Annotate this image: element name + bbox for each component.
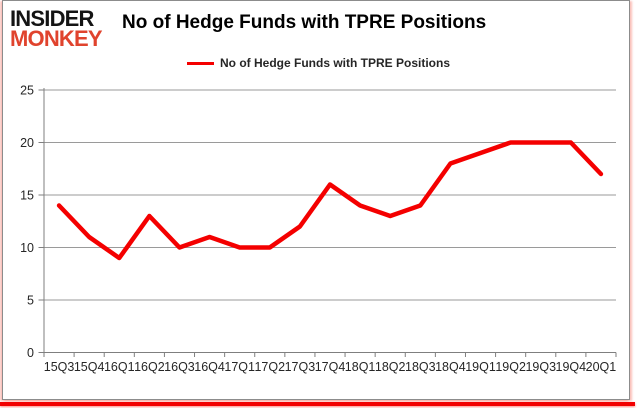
svg-text:17Q2: 17Q2 (254, 360, 285, 374)
svg-text:19Q4: 19Q4 (556, 360, 587, 374)
svg-text:25: 25 (20, 84, 34, 98)
svg-text:0: 0 (27, 346, 34, 360)
svg-text:17Q1: 17Q1 (224, 360, 255, 374)
svg-text:17Q4: 17Q4 (315, 360, 346, 374)
svg-text:18Q2: 18Q2 (375, 360, 406, 374)
svg-text:18Q1: 18Q1 (345, 360, 376, 374)
svg-text:18Q4: 18Q4 (435, 360, 466, 374)
chart-card (2, 0, 630, 400)
insider-monkey-logo: INSIDER MONKEY (10, 6, 103, 52)
svg-text:18Q3: 18Q3 (405, 360, 436, 374)
y-axis-tick-labels: 0 5 10 15 20 25 (20, 84, 34, 361)
svg-text:20: 20 (20, 136, 34, 150)
y-gridlines (44, 89, 616, 301)
svg-text:20Q1: 20Q1 (586, 360, 617, 374)
svg-text:16Q3: 16Q3 (164, 360, 195, 374)
x-axis-tick-labels: 15Q3 15Q4 16Q1 16Q2 16Q3 16Q4 17Q1 17Q2 17Q3 17Q4… (44, 360, 617, 374)
svg-text:16Q1: 16Q1 (104, 360, 135, 374)
svg-text:19Q2: 19Q2 (495, 360, 526, 374)
legend: No of Hedge Funds with TPRE Positions (0, 56, 637, 70)
tick-marks (38, 89, 617, 357)
logo-word-insider: INSIDER (10, 6, 94, 31)
svg-text:16Q4: 16Q4 (194, 360, 225, 374)
svg-text:19Q3: 19Q3 (525, 360, 556, 374)
bottom-red-bar (0, 402, 635, 406)
svg-text:19Q1: 19Q1 (465, 360, 496, 374)
svg-text:15Q4: 15Q4 (74, 360, 105, 374)
series-line (56, 140, 604, 261)
legend-line-marker (187, 61, 214, 65)
svg-text:15: 15 (20, 189, 34, 203)
svg-text:17Q3: 17Q3 (285, 360, 316, 374)
svg-text:16Q2: 16Q2 (134, 360, 165, 374)
svg-text:15Q3: 15Q3 (44, 360, 75, 374)
svg-text:10: 10 (20, 241, 34, 255)
logo-word-monkey: MONKEY (10, 26, 103, 52)
chart-title: No of Hedge Funds with TPRE Positions (122, 12, 487, 33)
svg-text:5: 5 (27, 294, 34, 308)
legend-label: No of Hedge Funds with TPRE Positions (220, 56, 450, 70)
axes (43, 88, 616, 353)
